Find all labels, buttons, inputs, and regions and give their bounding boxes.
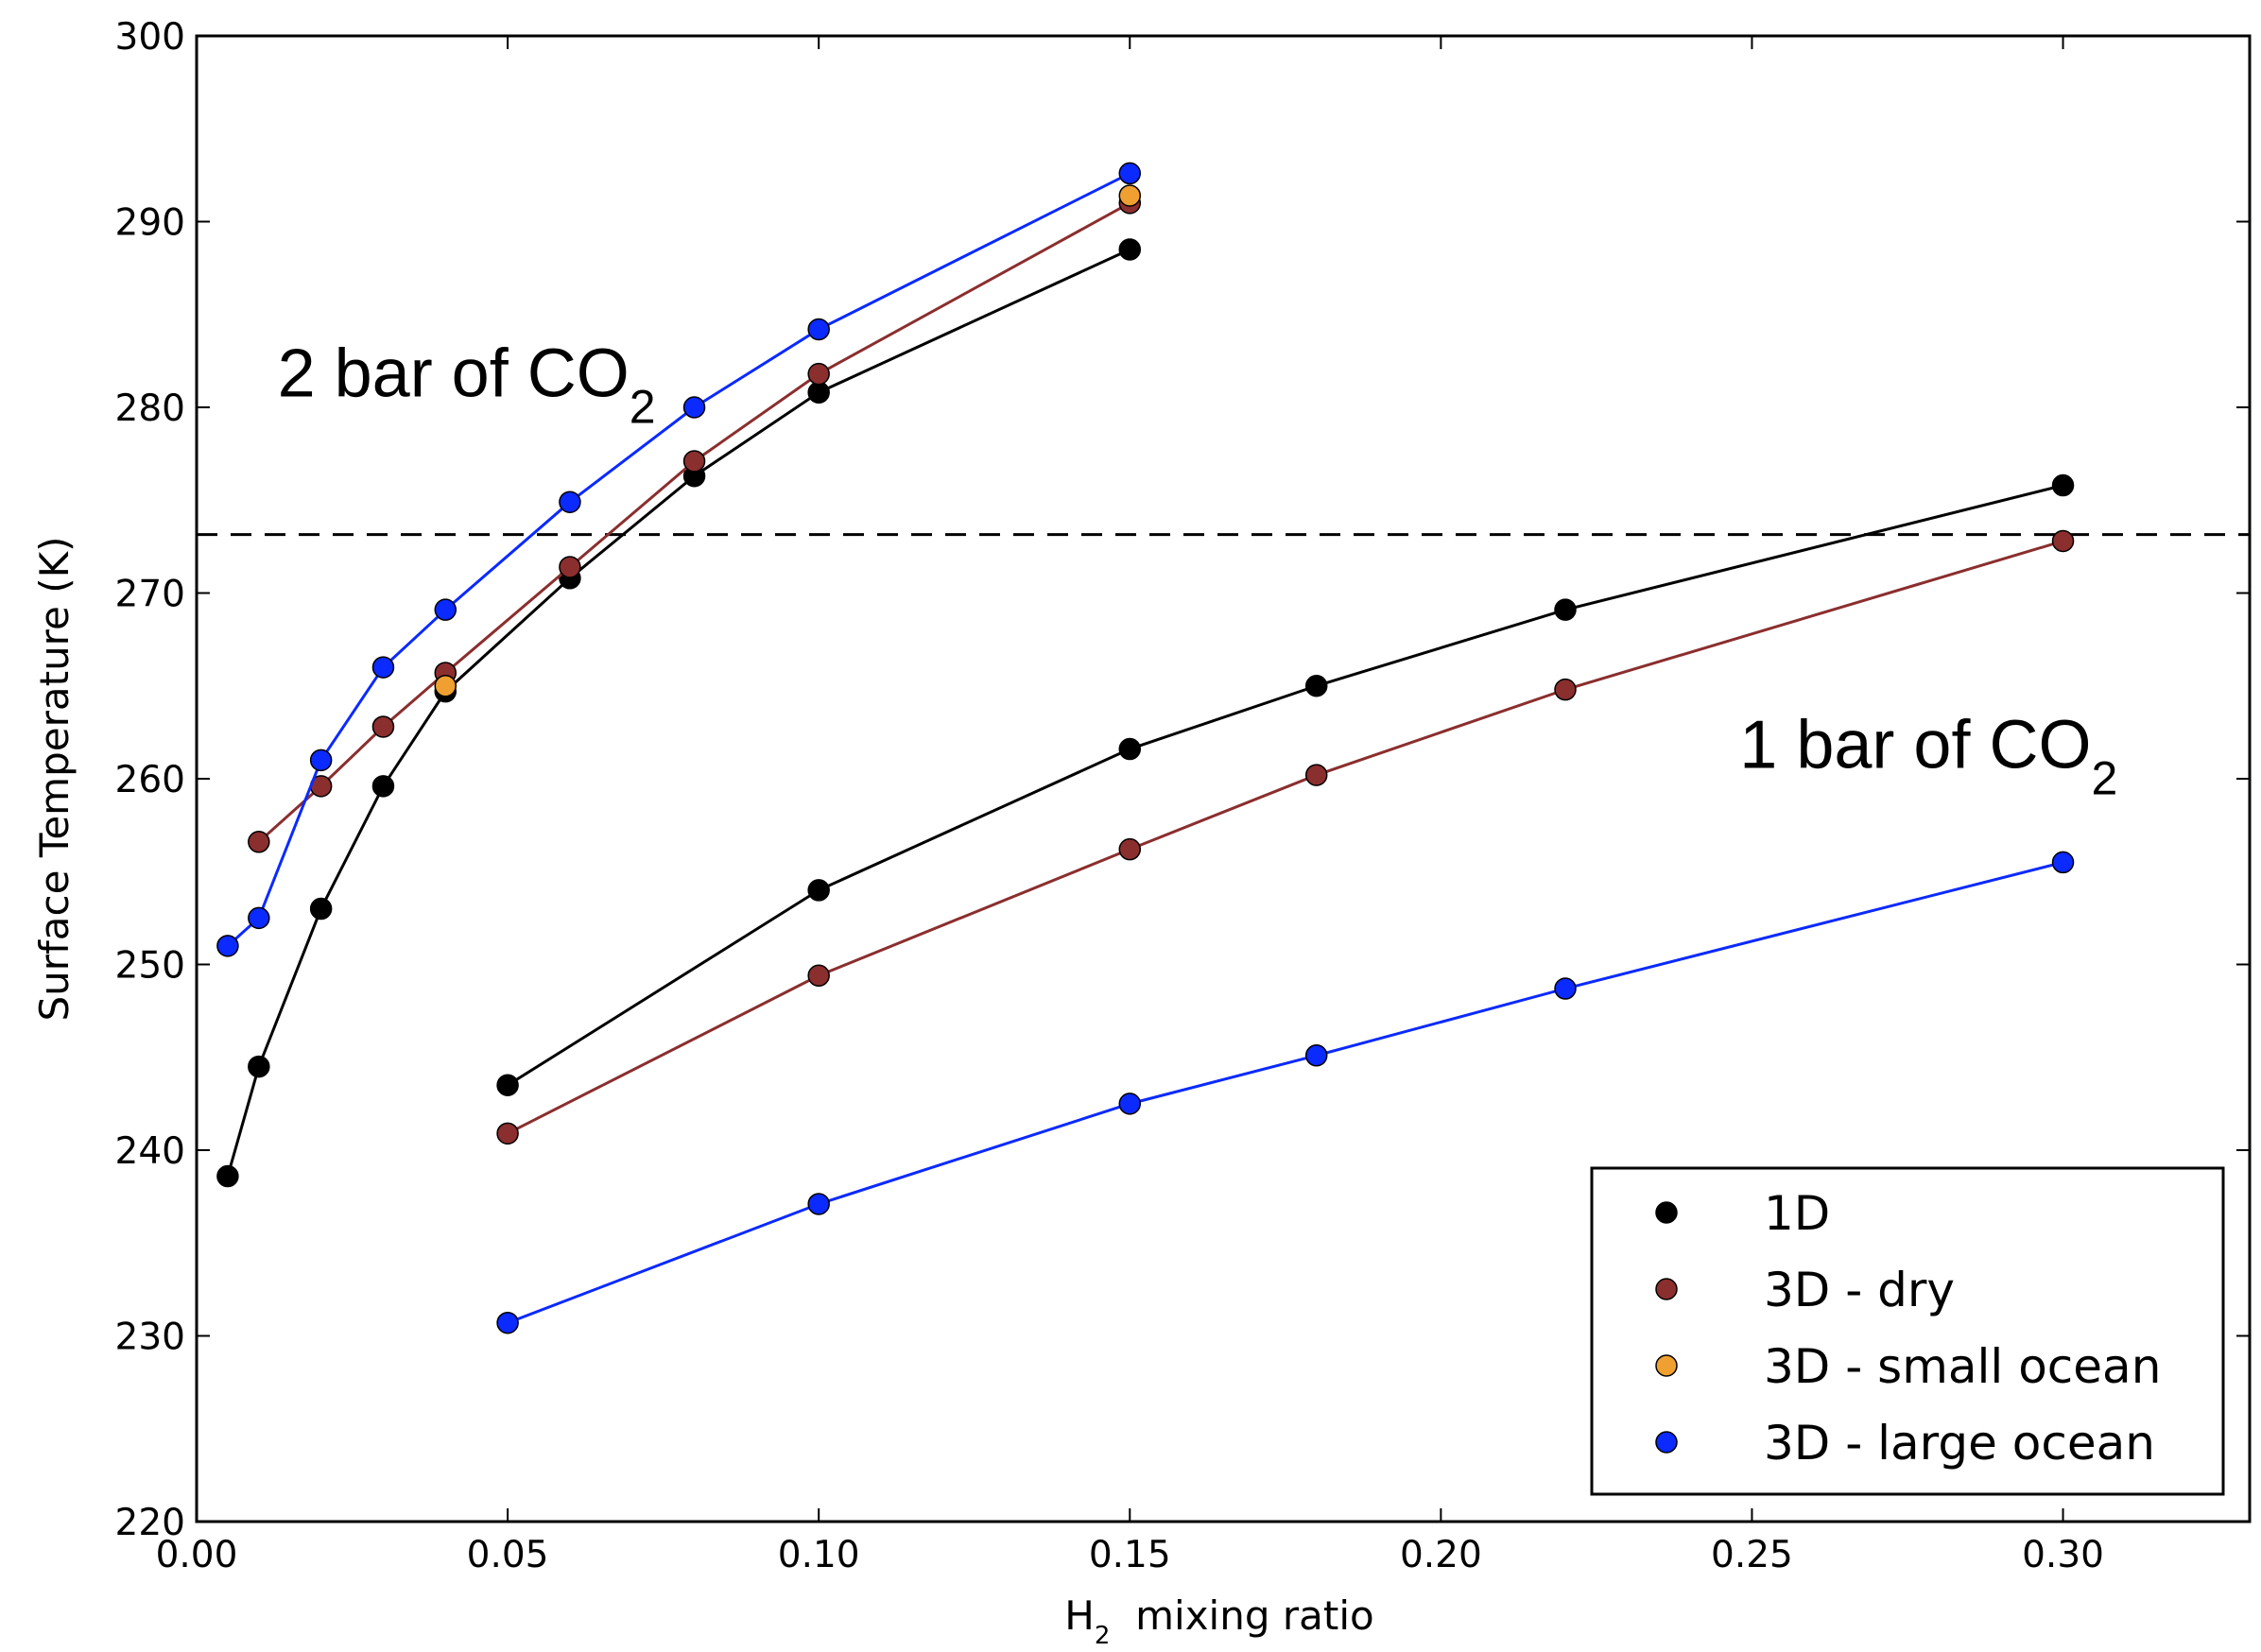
legend-label-3d-large-ocean: 3D - large ocean <box>1764 1416 2155 1471</box>
data-point <box>248 906 270 930</box>
legend: 1D 3D - dry 3D - small ocean 3D - large … <box>1590 1166 2225 1496</box>
data-point <box>371 775 395 798</box>
data-point <box>496 1311 519 1334</box>
y-tick-label: 220 <box>115 1502 185 1544</box>
y-tick-label: 240 <box>115 1130 185 1173</box>
x-axis-label-main: H <box>1064 1592 1095 1639</box>
data-point <box>1554 678 1577 701</box>
data-point <box>248 831 270 853</box>
series-line <box>507 484 2063 1087</box>
legend-label-3d-dry: 3D - dry <box>1764 1263 1955 1317</box>
series-line <box>507 860 2063 1325</box>
data-point <box>309 897 333 921</box>
data-point <box>807 1193 830 1215</box>
legend-marker-3d-dry <box>1655 1278 1678 1300</box>
data-point <box>248 1055 270 1078</box>
y-tick-label: 250 <box>115 945 185 988</box>
data-point <box>1304 764 1328 786</box>
series-3d-dry-2-bar-co2- <box>248 192 1142 853</box>
data-point <box>807 381 830 404</box>
data-point <box>1304 675 1328 697</box>
x-tick-label: 0.20 <box>1400 1534 1482 1576</box>
data-point <box>682 450 706 473</box>
series-line <box>226 172 1130 947</box>
data-point <box>2051 851 2075 874</box>
x-tick-label: 0.00 <box>156 1534 238 1576</box>
x-tick-label: 0.05 <box>467 1534 549 1576</box>
x-axis-label: H2 mixing ratio <box>1064 1592 1373 1650</box>
legend-label-1d: 1D <box>1764 1186 1830 1241</box>
y-tick-label: 280 <box>115 387 185 430</box>
legend-box <box>1590 1166 2225 1496</box>
data-point <box>807 362 830 386</box>
data-point <box>2051 473 2075 497</box>
y-tick-label: 300 <box>115 16 185 59</box>
data-point <box>216 1164 239 1188</box>
data-point <box>371 656 395 679</box>
y-tick-label: 290 <box>115 202 185 245</box>
series-3d-large-ocean-1-bar-co2- <box>496 851 2075 1334</box>
series-line <box>507 540 2063 1135</box>
data-point <box>496 1074 519 1096</box>
data-point <box>1118 737 1142 761</box>
annotation-2-bar: 2 bar of CO2 <box>278 336 656 434</box>
data-point <box>559 490 581 513</box>
data-point <box>559 556 581 578</box>
data-point <box>1554 977 1577 1000</box>
data-point <box>1118 162 1142 185</box>
x-axis-label-sub: 2 <box>1095 1622 1111 1650</box>
data-point <box>1304 1044 1328 1067</box>
legend-marker-1d <box>1655 1201 1678 1224</box>
data-point <box>1118 1093 1142 1115</box>
data-point <box>682 396 706 419</box>
annotation-1-bar: 1 bar of CO2 <box>1739 708 2117 805</box>
x-tick-label: 0.15 <box>1089 1534 1171 1576</box>
y-tick-label: 270 <box>115 574 185 616</box>
data-point <box>216 935 239 957</box>
series-line <box>257 201 1130 843</box>
y-tick-label: 230 <box>115 1316 185 1359</box>
data-point <box>807 879 830 902</box>
series-3d-large-ocean-2-bar-co2- <box>216 162 1142 957</box>
x-axis-label-rest: mixing ratio <box>1110 1592 1373 1639</box>
data-point <box>309 749 333 772</box>
series-3d-dry-1-bar-co2- <box>496 529 2075 1145</box>
data-point <box>496 1122 519 1145</box>
y-axis-label: Surface Temperature (K) <box>31 536 78 1021</box>
x-tick-label: 0.30 <box>2022 1534 2104 1576</box>
data-point <box>1118 184 1142 207</box>
legend-marker-3d-small-ocean <box>1655 1354 1678 1377</box>
data-point <box>371 715 395 738</box>
plot-frame <box>195 34 2252 1523</box>
series-3d-small-ocean-2-bar-co2- <box>434 184 1142 697</box>
legend-label-3d-small-ocean: 3D - small ocean <box>1764 1339 2161 1394</box>
ticks-layer: 0.00 0.05 0.10 0.15 0.20 0.25 0.30 220 230 240 250… <box>115 16 2250 1576</box>
data-point <box>434 598 457 621</box>
series-layer <box>216 162 2075 1334</box>
data-point <box>1118 837 1142 861</box>
data-point <box>434 675 457 697</box>
x-tick-label: 0.10 <box>778 1534 860 1576</box>
legend-marker-3d-large-ocean <box>1655 1431 1678 1454</box>
data-point <box>2051 529 2075 553</box>
series-1d-1-bar-co2- <box>496 473 2075 1096</box>
data-point <box>807 318 830 341</box>
data-point <box>807 964 830 988</box>
data-point <box>1554 598 1577 621</box>
x-tick-label: 0.25 <box>1711 1534 1793 1576</box>
y-tick-label: 260 <box>115 759 185 801</box>
data-point <box>1118 238 1142 261</box>
